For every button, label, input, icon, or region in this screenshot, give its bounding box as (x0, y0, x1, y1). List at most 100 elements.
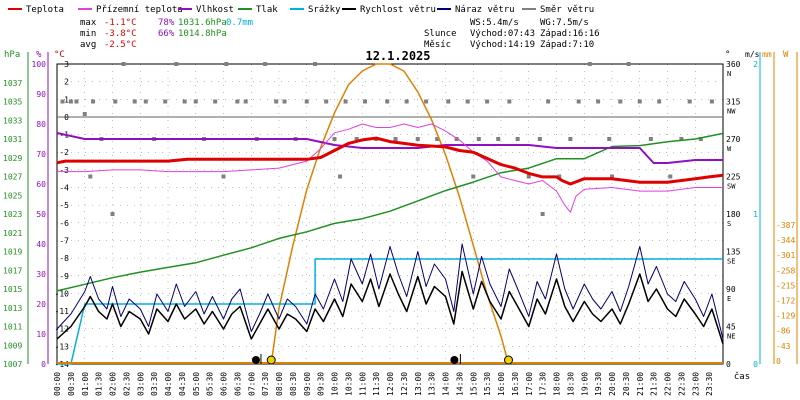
stats-max-press: 1031.6hPa (178, 18, 227, 28)
axis-ms-tick: 2 (753, 60, 758, 69)
x-tick-label: 10:00 (331, 372, 340, 396)
wind-direction-point (607, 137, 612, 141)
x-tick-label: 01:00 (81, 372, 90, 396)
x-tick-label: 17:00 (525, 372, 534, 396)
moon-rise-text: Východ:14:19 (470, 40, 535, 50)
axis-degc-tick: 1 (64, 95, 69, 104)
wind-direction-point (446, 99, 451, 104)
wind-direction-point (313, 62, 318, 66)
sun-rise-text: Východ:07:43 (470, 29, 535, 39)
axis-deg-title: ° (725, 50, 730, 60)
x-tick-label: 05:00 (192, 372, 201, 396)
series-humidity (56, 132, 723, 164)
wind-direction-point (343, 99, 348, 104)
axis-pct-tick: 60 (36, 180, 46, 189)
x-tick-label: 21:30 (650, 372, 659, 396)
axis-degc-tick: -7 (59, 236, 69, 245)
x-axis-title: čas (734, 371, 750, 382)
moonset-marker (251, 356, 260, 364)
series-wind-speed (56, 270, 724, 345)
wind-direction-point (485, 99, 490, 104)
x-tick-label: 22:00 (664, 372, 673, 396)
axis-deg-tick: 180 (726, 210, 741, 219)
axis-deg-dir: SE (727, 258, 735, 266)
wind-direction-point (88, 174, 93, 179)
x-tick-label: 21:00 (636, 372, 645, 396)
axis-deg-dir: S (727, 220, 731, 228)
x-tick-label: 00:00 (53, 372, 62, 396)
x-tick-label: 23:30 (705, 372, 714, 396)
x-tick-label: 04:30 (178, 372, 187, 396)
axis-deg-dir: N (727, 70, 731, 78)
x-tick-label: 00:30 (67, 372, 76, 396)
wind-direction-point (476, 137, 481, 141)
legend-label: Tlak (256, 5, 278, 15)
axis-ms-title: m/s (745, 50, 760, 59)
sunrise-marker (266, 355, 276, 365)
series-ground-temperature (57, 123, 723, 213)
axis-mm-tick: -129 (776, 312, 795, 321)
x-tick-label: 13:00 (414, 372, 423, 396)
axis-deg-dir: E (727, 295, 731, 303)
wind-direction-point (213, 99, 218, 104)
axis-hpa-tick: 1037 (3, 79, 22, 88)
x-tick-label: 03:30 (150, 372, 159, 396)
wind-ws-text: WS:5.4m/s (470, 18, 519, 28)
axis-hpa-tick: 1007 (3, 360, 22, 369)
x-tick-label: 09:00 (303, 372, 312, 396)
wind-direction-point (668, 174, 673, 179)
moon-label: Měsíc (424, 40, 451, 50)
wind-direction-point (91, 99, 96, 104)
x-tick-label: 20:30 (622, 372, 631, 396)
x-tick-label: 03:00 (136, 372, 145, 396)
axis-degc-title: °C (54, 50, 65, 60)
axis-degc-tick: -10 (55, 289, 70, 298)
axis-mm-tick: 0 (776, 357, 781, 366)
axis-degc-tick: -13 (55, 342, 70, 351)
stats-avg-temp: -2.5°C (104, 40, 137, 50)
wind-direction-point (435, 137, 440, 141)
stats-min-press: 1014.8hPa (178, 29, 227, 39)
axis-mm-tick: -86 (776, 327, 791, 336)
legend-label: Teplota (26, 5, 64, 15)
axis-pct-tick: 10 (36, 330, 46, 339)
x-tick-label: 08:00 (275, 372, 284, 396)
x-tick-label: 11:00 (358, 372, 367, 396)
axis-pct-tick: 40 (36, 240, 46, 249)
axis-deg-tick: 360 (726, 60, 741, 69)
axis-deg-dir: SW (727, 183, 736, 191)
wind-direction-point (698, 137, 703, 141)
axis-degc-tick: -2 (59, 148, 69, 157)
axis-mm-tick: -301 (776, 251, 795, 260)
wind-direction-point (415, 137, 420, 141)
x-tick-label: 10:30 (344, 372, 353, 396)
x-tick-label: 07:30 (261, 372, 270, 396)
stats-min-temp: -3.8°C (104, 29, 137, 39)
axis-hpa-tick: 1025 (3, 191, 22, 200)
legend-label: Rychlost větru (360, 5, 436, 15)
wind-direction-point (182, 99, 187, 104)
wind-direction-point (471, 174, 476, 179)
axis-hpa-tick: 1027 (3, 173, 22, 182)
wind-direction-point (68, 99, 73, 104)
x-tick-label: 09:30 (317, 372, 326, 396)
wind-direction-point (404, 99, 409, 104)
wind-direction-point (235, 99, 240, 104)
axis-degc-tick: -11 (55, 307, 70, 316)
axis-ms-tick: 0 (753, 360, 758, 369)
wind-direction-point (243, 99, 248, 104)
axis-hpa-tick: 1015 (3, 285, 22, 294)
legend-label: Náraz větru (455, 5, 515, 15)
axis-degc-tick: -5 (59, 201, 69, 210)
axis-pct-tick: 20 (36, 300, 46, 309)
wind-direction-point (637, 99, 642, 104)
x-tick-label: 18:00 (553, 372, 562, 396)
wind-direction-point (163, 99, 168, 104)
axis-pct-tick: 90 (36, 90, 46, 99)
x-tick-label: 06:30 (233, 372, 242, 396)
axis-pct-tick: 100 (32, 60, 47, 69)
x-tick-label: 07:00 (247, 372, 256, 396)
x-tick-label: 05:30 (206, 372, 215, 396)
axis-hpa-tick: 1019 (3, 248, 22, 257)
axis-pct-tick: 70 (36, 150, 46, 159)
